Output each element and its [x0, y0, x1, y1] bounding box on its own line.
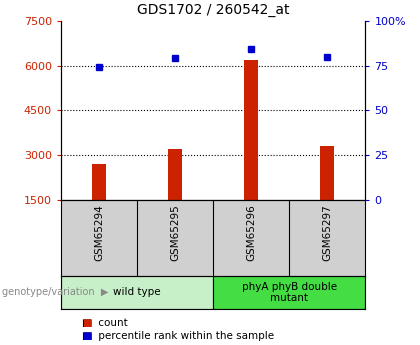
Text: GSM65296: GSM65296 [246, 204, 256, 260]
Text: GSM65295: GSM65295 [170, 204, 180, 260]
Text: genotype/variation  ▶: genotype/variation ▶ [2, 287, 108, 297]
Text: ■  count: ■ count [82, 318, 128, 327]
Title: GDS1702 / 260542_at: GDS1702 / 260542_at [137, 3, 289, 17]
Bar [61, 276, 213, 309]
Bar [168, 149, 182, 200]
Text: ■  percentile rank within the sample: ■ percentile rank within the sample [82, 332, 274, 341]
Text: GSM65297: GSM65297 [322, 204, 332, 260]
Bar [92, 164, 106, 200]
Text: wild type: wild type [113, 287, 161, 297]
Bar [320, 146, 334, 200]
Text: phyA phyB double
mutant: phyA phyB double mutant [242, 282, 337, 303]
Text: GSM65294: GSM65294 [94, 204, 104, 260]
Bar [244, 60, 258, 200]
Text: ■: ■ [82, 332, 92, 341]
Bar [213, 276, 365, 309]
Text: ■: ■ [82, 318, 92, 327]
